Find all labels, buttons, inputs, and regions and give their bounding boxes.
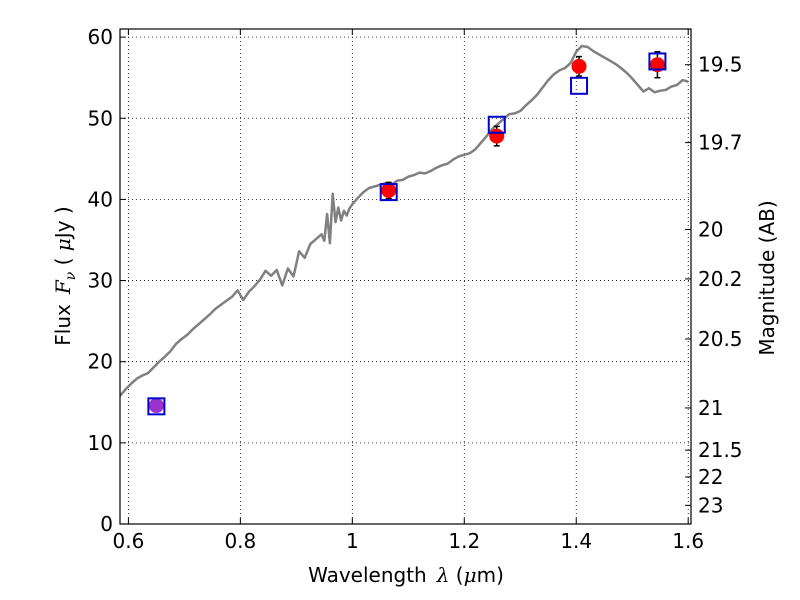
y2-axis-label: Magnitude (AB) (755, 200, 779, 355)
x-tick-label: 1.2 (448, 529, 480, 553)
y-axis-label-unit-suffix: Jy ) (51, 206, 75, 240)
y-tick-label: 30 (88, 269, 113, 293)
y-axis-label-symbol: F (51, 279, 75, 295)
observed-point (571, 58, 587, 74)
x-axis-label: Wavelength λ (μm) (308, 563, 504, 587)
y2-tick-label: 23 (698, 493, 723, 517)
y2-tick-label: 21.5 (698, 438, 743, 462)
x-tick-label: 1.6 (672, 529, 704, 553)
x-axis-label-unit-mu: μ (464, 563, 477, 587)
y-axis-label: Flux Fν ( μJy ) (51, 206, 79, 345)
y-tick-label: 10 (88, 431, 113, 455)
model-square (147, 397, 166, 416)
model-square (379, 183, 398, 202)
x-axis-label-symbol: λ (436, 563, 450, 587)
y-axis-label-text: Flux (51, 304, 75, 346)
x-tick-label: 0.8 (224, 529, 256, 553)
y-tick-label: 60 (88, 25, 113, 49)
x-axis-label-unit-prefix: ( (449, 563, 463, 587)
y2-tick-label: 22 (698, 465, 723, 489)
y-axis-label-unit-mu: μ (51, 238, 75, 251)
y2-tick-label: 20 (698, 217, 723, 241)
model-square (648, 52, 667, 71)
plot-frame (119, 28, 692, 525)
tick-labels: 0.6 0.8 1 1.2 1.4 1.6 0 10 20 30 40 50 60 19.5 19.7 20 2… (88, 25, 743, 553)
y2-tick-label: 19.7 (698, 131, 743, 155)
ticks (120, 29, 691, 525)
x-tick-label: 1.4 (560, 529, 592, 553)
y-tick-label: 20 (88, 350, 113, 374)
x-tick-label: 0.6 (112, 529, 144, 553)
observed-point (489, 128, 505, 144)
y2-tick-label: 21 (698, 396, 723, 420)
y-axis-label-unit-prefix: ( (51, 251, 75, 272)
x-tick-label: 1 (346, 529, 359, 553)
model-squares (147, 52, 667, 416)
y2-tick-label: 20.5 (698, 327, 743, 351)
x-axis-label-unit-suffix: m) (477, 563, 504, 587)
y-tick-label: 50 (88, 106, 113, 130)
y-tick-label: 40 (88, 187, 113, 211)
y2-tick-label: 19.5 (698, 53, 743, 77)
observed-point (381, 182, 397, 198)
y2-tick-label: 20.2 (698, 267, 743, 291)
observed-point (649, 57, 665, 73)
x-axis-label-text: Wavelength (308, 563, 427, 587)
y-tick-label: 0 (100, 512, 113, 536)
observed-point (148, 398, 164, 414)
y-axis-label-symbol-sub: ν (63, 271, 79, 280)
grid (120, 29, 691, 525)
model-square (570, 76, 589, 95)
model-square (487, 115, 506, 134)
